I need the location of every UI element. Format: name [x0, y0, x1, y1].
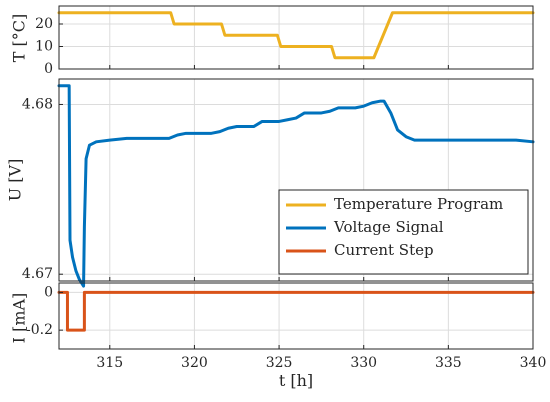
voltage-panel: 4.67 4.68 U [V] Temperature Program Volta… — [6, 78, 535, 288]
voltage-series-line-0 — [57, 84, 535, 288]
voltage-ytick-label-0: 4.67 — [22, 266, 53, 282]
x-tick-label-1: 320 — [181, 355, 208, 371]
x-tick-label-2: 325 — [266, 355, 293, 371]
current-ytick-label-1: 0 — [44, 284, 53, 300]
temp-series-line-0 — [57, 11, 535, 60]
temp-ytick-label-1: 10 — [35, 39, 53, 55]
x-axis-label: t [h] — [279, 371, 313, 390]
temperature-panel: 0 10 20 T [°C] — [10, 5, 535, 77]
temperature-ticks: 0 10 20 — [35, 16, 534, 77]
voltage-ylabel: U [V] — [6, 159, 25, 202]
temp-ytick-label-0: 0 — [44, 61, 53, 77]
voltage-ticks: 4.67 4.68 — [22, 96, 534, 282]
x-tick-label-3: 330 — [350, 355, 377, 371]
x-tick-label-4: 335 — [435, 355, 462, 371]
legend-label-voltage: Voltage Signal — [333, 218, 444, 236]
legend-label-temperature: Temperature Program — [334, 195, 503, 213]
current-ylabel: I [mA] — [10, 293, 29, 344]
temperature-lines — [57, 11, 535, 60]
voltage-lines — [57, 84, 535, 288]
temperature-ylabel: T [°C] — [10, 14, 29, 62]
temperature-grid — [59, 6, 534, 70]
current-series-line-0 — [57, 290, 535, 332]
x-tick-label-0: 315 — [96, 355, 123, 371]
current-ytick-label-0: -0.2 — [26, 322, 53, 338]
voltage-ytick-label-1: 4.68 — [22, 96, 53, 112]
current-lines — [57, 290, 535, 332]
x-tick-label-5: 340 — [520, 355, 547, 371]
current-frame — [58, 282, 534, 350]
legend: Temperature Program Voltage Signal Curre… — [278, 189, 529, 275]
temp-ytick-label-2: 20 — [35, 16, 53, 32]
current-ticks: -0.2 0 315 320 325 330 335 340 — [26, 284, 546, 371]
voltage-frame — [58, 78, 534, 282]
current-panel: -0.2 0 315 320 325 330 335 340 I [mA] t [h] — [10, 282, 546, 390]
legend-label-current: Current Step — [334, 241, 434, 259]
temperature-frame — [58, 5, 534, 70]
